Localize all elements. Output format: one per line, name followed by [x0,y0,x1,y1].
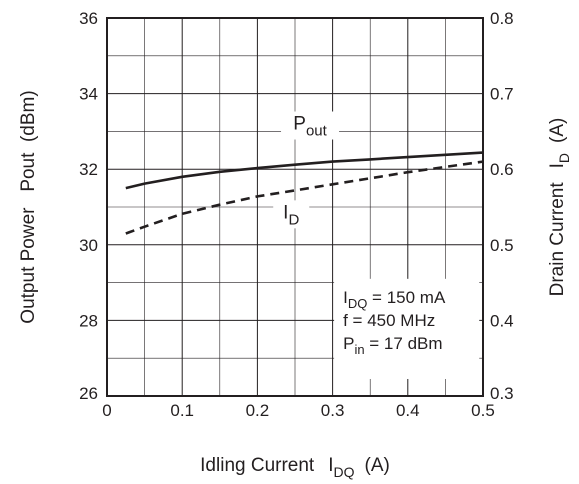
pout-label-sub: out [306,123,328,140]
tick-labels: 0 0.1 0.2 0.3 0.4 0.5 26 28 30 32 34 36 0.3 0.4 0.5 0.6… [79,9,514,420]
x-tick-label: 0.5 [471,401,495,420]
series-line-pout [125,151,484,190]
condition-rest: = 17 dBm [365,334,443,353]
y-left-tick-label: 36 [79,9,98,28]
x-tick-label: 0.2 [246,401,270,420]
x-axis-symbol-sub: DQ [334,464,355,480]
x-axis-title: Idling Current IDQ (A) [200,455,390,480]
y-right-tick-label: 0.7 [490,85,514,104]
y-left-tick-label: 32 [79,160,98,179]
series-line-id [125,160,484,235]
x-axis-unit: (A) [365,455,390,476]
y-right-axis-label: Drain Current [547,182,568,297]
condition-sub: in [354,342,364,357]
y-left-axis-title: Output Power Pout (dBm) [18,90,39,323]
condition-main: P [343,334,354,353]
id-label-sub: D [288,211,299,228]
id-label: ID [283,202,299,228]
condition-main: I [343,288,348,307]
condition-line: IDQ = 150 mA [343,288,446,311]
y-right-tick-label: 0.5 [490,236,514,255]
condition-line: Pin = 17 dBm [343,334,442,357]
pout-label-main: P [293,114,306,135]
y-right-tick-label: 0.4 [490,311,514,330]
condition-sub: DQ [348,296,368,311]
y-left-tick-label: 30 [79,236,98,255]
y-right-axis-symbol-sub: D [556,153,572,163]
x-tick-label: 0 [102,401,111,420]
y-left-tick-label: 34 [79,85,98,104]
x-tick-label: 0.4 [396,401,420,420]
conditions-bg [334,278,480,379]
y-right-tick-label: 0.3 [490,384,514,403]
id-label-bg [273,200,310,229]
condition-main: f = 450 MHz [343,311,435,330]
series-labels: Pout ID [273,111,340,229]
x-axis-symbol: I [328,455,333,476]
id-label-main: I [283,202,288,223]
x-tick-label: 0.1 [170,401,194,420]
y-left-tick-label: 28 [79,311,98,330]
series-layer [125,151,484,235]
pout-label: Pout [293,114,327,140]
pout-label-bg [281,111,340,140]
plot-frame [106,17,484,397]
y-left-tick-label: 26 [79,384,98,403]
condition-rest: = 150 mA [367,288,446,307]
x-axis-label: Idling Current [200,455,315,476]
y-right-tick-label: 0.8 [490,9,514,28]
y-right-axis-title: Drain Current ID (A) [547,118,572,297]
y-right-axis-symbol: I [547,163,568,168]
y-right-axis-unit: (A) [547,118,568,143]
condition-line: f = 450 MHz [343,311,435,330]
y-right-tick-label: 0.6 [490,160,514,179]
x-tick-label: 0.3 [321,401,345,420]
